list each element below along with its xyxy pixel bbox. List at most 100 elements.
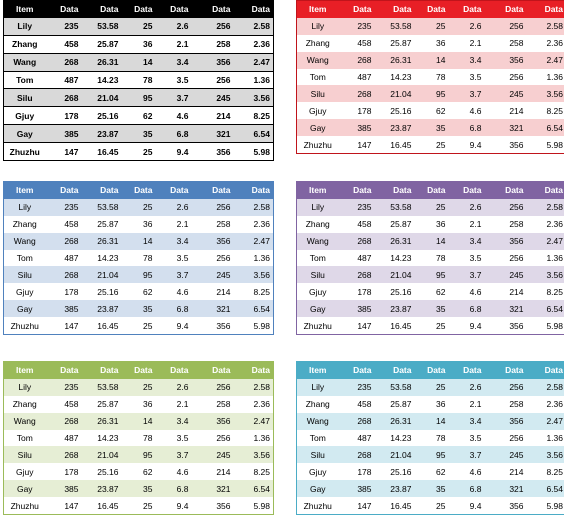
data-cell: 3.5: [176, 433, 189, 443]
row-label-cell: Silu: [296, 85, 339, 103]
data-cell: 268: [338, 266, 375, 284]
data-cell: 78: [436, 433, 446, 443]
header-data: Data: [526, 361, 564, 379]
row-label-cell: Zhuzhu: [303, 320, 332, 331]
table-row: Zhang 458 25.87 36 2.1 258 2.36: [4, 216, 274, 233]
data-cell: 458: [45, 35, 82, 54]
header-data: Data: [191, 361, 234, 379]
data-cell: 2.6: [155, 17, 192, 36]
data-cell: 25: [436, 139, 446, 150]
table-row: Silu 268 21.04 95 3.7 245 3.56: [296, 446, 564, 464]
data-cell: 5.98: [546, 500, 563, 511]
data-cell: 3.4: [155, 232, 192, 250]
data-cell: 25.16: [97, 286, 119, 297]
data-cell: 5.98: [253, 320, 270, 331]
data-cell: 214: [509, 286, 524, 297]
data-cell: 268: [338, 51, 375, 69]
data-cell: 14: [121, 412, 156, 430]
row-label-cell: Tom: [16, 253, 33, 263]
row-label-cell: Lily: [3, 378, 46, 396]
header-item: Item: [3, 181, 46, 199]
header-data: Data: [374, 361, 415, 379]
data-cell: 458: [64, 219, 79, 230]
data-cell: 3.7: [448, 446, 485, 464]
data-cell: 3.5: [469, 433, 482, 443]
header-item: Item: [296, 181, 339, 199]
data-cell: 14: [121, 232, 156, 250]
header-data: Data: [81, 361, 122, 379]
data-cell: 2.36: [546, 399, 563, 410]
data-cell: 235: [45, 17, 82, 36]
data-cell: 62: [121, 106, 156, 126]
data-cell: 35: [121, 124, 156, 144]
data-cell: 2.36: [253, 219, 270, 230]
row-label-cell: Silu: [3, 88, 46, 108]
row-label-cell: Zhuzhu: [10, 500, 39, 511]
data-cell: 25.16: [390, 286, 412, 297]
data-cell: 53.58: [374, 198, 415, 216]
data-cell: 2.1: [155, 35, 192, 54]
data-cell: 385: [338, 300, 375, 318]
data-cell: 268: [45, 266, 82, 284]
row-label-cell: Silu: [296, 446, 339, 464]
data-cell: 356: [509, 500, 524, 511]
data-cell: 2.58: [526, 17, 564, 35]
data-cell: 21.04: [81, 446, 122, 464]
data-cell: 25.87: [97, 399, 119, 410]
data-cell: 256: [216, 253, 231, 263]
data-cell: 178: [357, 286, 372, 297]
data-cell: 2.58: [233, 378, 274, 396]
header-data: Data: [155, 0, 192, 18]
row-label-cell: Lily: [3, 17, 46, 36]
data-cell: 25.87: [390, 399, 412, 410]
table-row: Gay 385 23.87 35 6.8 321 6.54: [3, 300, 274, 318]
data-cell: 256: [191, 17, 234, 36]
row-label-cell: Gay: [3, 300, 46, 318]
header-data: Data: [121, 361, 156, 379]
data-cell: 36: [143, 219, 153, 230]
row-label-cell: Zhang: [12, 219, 37, 230]
data-cell: 6.54: [233, 480, 274, 498]
data-cell: 385: [45, 480, 82, 498]
data-cell: 14.23: [390, 433, 412, 443]
header-row: Item Data Data Data Data Data Data: [296, 361, 564, 379]
data-cell: 268: [338, 446, 375, 464]
row-label-cell: Tom: [309, 433, 326, 443]
data-cell: 23.87: [81, 480, 122, 498]
data-cell: 8.25: [253, 466, 270, 477]
table-row: Gjuy 178 25.16 62 4.6 214 8.25: [297, 463, 564, 480]
data-table-red: Item Data Data Data Data Data Data Lily 235 53.58…: [296, 0, 564, 155]
data-cell: 25: [436, 320, 446, 331]
data-cell: 26.31: [374, 412, 415, 430]
data-cell: 268: [45, 412, 82, 430]
data-cell: 23.87: [81, 300, 122, 318]
data-cell: 458: [64, 399, 79, 410]
table-row: Silu 268 21.04 95 3.7 245 3.56: [3, 88, 274, 108]
data-cell: 1.36: [546, 253, 563, 263]
data-cell: 95: [121, 266, 156, 284]
row-label-cell: Zhang: [305, 399, 330, 410]
data-cell: 356: [216, 500, 231, 511]
data-cell: 16.45: [97, 500, 119, 511]
data-cell: 53.58: [374, 17, 415, 35]
row-label-cell: Gjuy: [3, 106, 46, 126]
data-cell: 3.56: [233, 266, 274, 284]
header-data: Data: [191, 0, 234, 18]
row-label-cell: Lily: [3, 198, 46, 216]
data-cell: 2.47: [526, 232, 564, 250]
data-cell: 9.4: [469, 139, 482, 150]
data-cell: 14: [414, 51, 449, 69]
table-row: Zhuzhu 147 16.45 25 9.4 356 5.98: [4, 497, 274, 514]
data-cell: 458: [357, 219, 372, 230]
row-label-cell: Silu: [3, 266, 46, 284]
header-data: Data: [155, 181, 192, 199]
data-table-blue: Item Data Data Data Data Data Data Lily 235 53.58…: [3, 181, 274, 336]
data-cell: 458: [357, 38, 372, 49]
data-cell: 35: [121, 480, 156, 498]
data-cell: 3.7: [448, 266, 485, 284]
data-cell: 25: [121, 198, 156, 216]
data-cell: 8.25: [233, 106, 274, 126]
data-cell: 25.16: [81, 106, 122, 126]
data-table-green: Item Data Data Data Data Data Data Lily 235 53.58…: [3, 361, 274, 516]
data-cell: 95: [414, 266, 449, 284]
